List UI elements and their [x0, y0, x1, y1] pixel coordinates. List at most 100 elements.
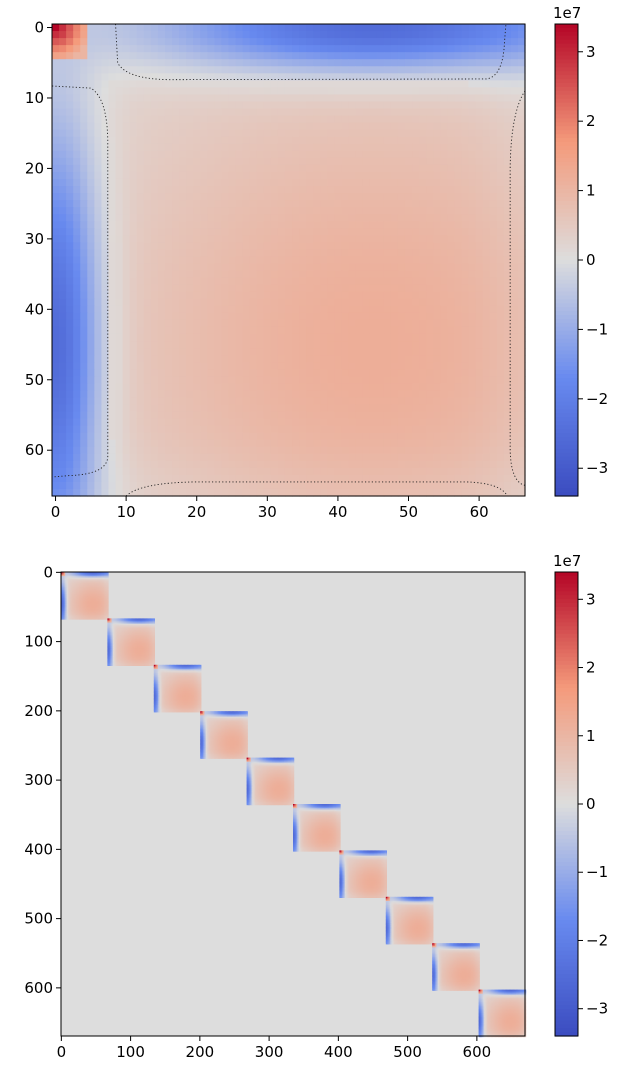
- heatmap-cell: [81, 587, 84, 590]
- heatmap-cell: [320, 333, 328, 342]
- heatmap-cell: [390, 178, 399, 187]
- heatmap-cell: [150, 101, 159, 110]
- heatmap-cell: [299, 341, 307, 349]
- heatmap-cell: [136, 425, 145, 434]
- heatmap-cell: [66, 214, 74, 222]
- heatmap-cell: [284, 341, 293, 349]
- heatmap-cell: [503, 101, 512, 110]
- heatmap-cell: [510, 66, 519, 74]
- heatmap-cell: [72, 577, 74, 580]
- heatmap-cell: [65, 572, 68, 574]
- heatmap-cell: [80, 578, 83, 581]
- heatmap-cell: [348, 326, 357, 335]
- heatmap-cell: [143, 333, 152, 342]
- heatmap-cell: [292, 66, 300, 74]
- heatmap-cell: [228, 193, 237, 201]
- heatmap-cell: [426, 425, 434, 434]
- heatmap-cell: [73, 94, 81, 103]
- heatmap-cell: [376, 52, 385, 60]
- heatmap-cell: [256, 87, 265, 96]
- heatmap-cell: [256, 411, 265, 420]
- heatmap-cell: [69, 572, 72, 574]
- heatmap-cell: [66, 341, 74, 349]
- heatmap-cell: [103, 588, 106, 591]
- heatmap-cell: [129, 418, 138, 427]
- heatmap-cell: [277, 362, 286, 370]
- y-tick-label: 10: [25, 89, 44, 107]
- heatmap-cell: [143, 164, 152, 173]
- heatmap-cell: [136, 390, 145, 398]
- heatmap-cell: [404, 87, 413, 96]
- heatmap-cell: [129, 31, 138, 39]
- heatmap-cell: [263, 298, 272, 307]
- heatmap-cell: [129, 425, 138, 434]
- heatmap-cell: [115, 446, 124, 455]
- heatmap-cell: [334, 355, 343, 363]
- heatmap-cell: [426, 333, 434, 342]
- heatmap-cell: [397, 66, 406, 74]
- heatmap-cell: [172, 249, 180, 258]
- heatmap-cell: [207, 474, 215, 483]
- heatmap-cell: [404, 24, 413, 32]
- heatmap-cell: [122, 432, 131, 441]
- heatmap-cell: [475, 481, 484, 490]
- heatmap-cell: [235, 397, 244, 406]
- heatmap-cell: [221, 80, 230, 88]
- heatmap-cell: [433, 59, 441, 67]
- heatmap-cell: [454, 52, 463, 60]
- heatmap-cell: [106, 578, 109, 581]
- heatmap-cell: [475, 59, 484, 67]
- heatmap-cell: [461, 411, 470, 420]
- heatmap-cell: [207, 341, 215, 349]
- heatmap-cell: [242, 150, 251, 159]
- heatmap-cell: [102, 581, 105, 584]
- heatmap-cell: [73, 576, 76, 579]
- heatmap-cell: [306, 150, 314, 159]
- heatmap-cell: [475, 446, 484, 455]
- heatmap-cell: [193, 164, 201, 173]
- heatmap-cell: [496, 164, 505, 173]
- heatmap-cell: [94, 31, 103, 39]
- heatmap-cell: [172, 256, 180, 265]
- heatmap-cell: [299, 108, 307, 117]
- heatmap-cell: [179, 298, 187, 307]
- heatmap-cell: [390, 129, 399, 138]
- heatmap-cell: [94, 333, 103, 342]
- heatmap-cell: [320, 200, 328, 208]
- heatmap-cell: [87, 453, 95, 462]
- heatmap-cell: [404, 291, 413, 300]
- heatmap-cell: [496, 446, 505, 455]
- heatmap-cell: [263, 383, 272, 391]
- heatmap-cell: [447, 186, 455, 194]
- heatmap-cell: [207, 38, 215, 46]
- heatmap-cell: [482, 171, 491, 180]
- heatmap-cell: [517, 432, 526, 441]
- heatmap-cell: [440, 369, 448, 377]
- heatmap-cell: [186, 193, 194, 201]
- heatmap-cell: [193, 312, 201, 321]
- heatmap-cell: [103, 581, 106, 584]
- heatmap-cell: [489, 312, 498, 321]
- heatmap-cell: [390, 214, 399, 222]
- heatmap-cell: [65, 587, 68, 590]
- heatmap-cell: [362, 80, 371, 88]
- heatmap-cell: [320, 298, 328, 307]
- heatmap-cell: [59, 164, 67, 173]
- heatmap-cell: [277, 376, 286, 384]
- heatmap-cell: [313, 298, 321, 307]
- heatmap-cell: [412, 460, 420, 469]
- heatmap-cell: [73, 319, 81, 328]
- heatmap-cell: [242, 263, 251, 272]
- heatmap-cell: [489, 404, 498, 413]
- heatmap-cell: [91, 587, 94, 590]
- heatmap-cell: [122, 284, 131, 293]
- heatmap-cell: [454, 38, 463, 46]
- heatmap-cell: [172, 94, 180, 103]
- heatmap-cell: [164, 312, 173, 321]
- heatmap-cell: [214, 362, 223, 370]
- heatmap-cell: [355, 397, 364, 406]
- heatmap-cell: [65, 581, 68, 584]
- heatmap-cell: [66, 383, 74, 391]
- heatmap-cell: [292, 341, 300, 349]
- heatmap-cell: [447, 221, 455, 229]
